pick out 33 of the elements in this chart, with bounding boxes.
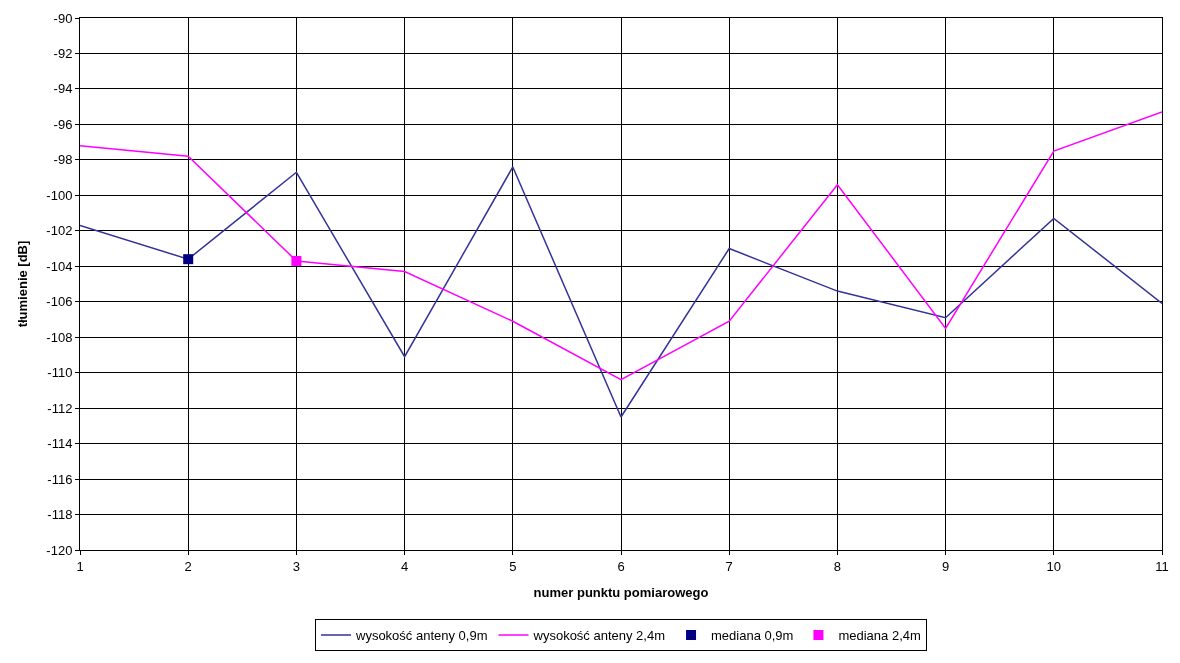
x-tick-label: 6	[617, 558, 625, 574]
y-tick-label: -110	[47, 365, 73, 381]
y-axis-title: tłumienie [dB]	[15, 240, 31, 328]
x-tick-label: 2	[184, 558, 192, 574]
y-tick-label: -116	[47, 471, 73, 487]
y-tick-label: -118	[47, 507, 73, 523]
y-tick-label: -90	[53, 10, 73, 26]
x-tick-label: 10	[1046, 558, 1062, 574]
y-tick-label: -108	[46, 329, 73, 345]
y-tick-label: -106	[46, 294, 73, 310]
x-tick-label: 7	[725, 558, 733, 574]
y-tick-label: -96	[53, 116, 73, 132]
y-tick-label: -114	[47, 436, 73, 452]
y-tick-label: -104	[46, 258, 73, 274]
x-tick-label: 3	[292, 558, 301, 574]
x-tick-label: 4	[400, 558, 409, 574]
y-tick-label: -98	[53, 152, 73, 168]
y-tick-label: -94	[53, 81, 73, 97]
x-tick-label: 11	[1155, 558, 1169, 574]
y-tick-label: -92	[53, 46, 73, 62]
y-tick-label: -112	[47, 400, 73, 416]
x-tick-label: 9	[941, 558, 950, 574]
x-axis-title: numer punktu pomiarowego	[533, 585, 709, 601]
x-tick-label: 5	[509, 558, 517, 574]
x-tick-label: 8	[833, 558, 842, 574]
legend-label: mediana 0,9m	[711, 628, 794, 644]
x-tick-label: 1	[76, 558, 84, 574]
y-tick-label: -120	[46, 542, 73, 558]
y-tick-label: -102	[46, 223, 73, 239]
y-tick-label: -100	[46, 187, 73, 203]
legend-label: wysokość anteny 2,4m	[532, 628, 666, 644]
legend-label: mediana 2,4m	[838, 628, 921, 644]
legend-label: wysokość anteny 0,9m	[355, 628, 488, 644]
